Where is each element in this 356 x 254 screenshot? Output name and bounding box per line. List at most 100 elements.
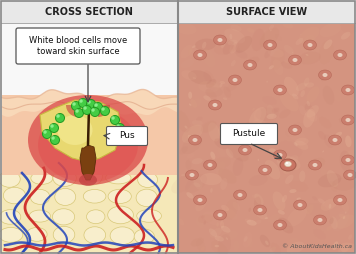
Ellipse shape (204, 71, 215, 85)
Ellipse shape (326, 226, 332, 231)
Ellipse shape (343, 150, 355, 161)
Ellipse shape (220, 39, 226, 48)
Ellipse shape (304, 40, 316, 50)
Ellipse shape (0, 171, 20, 187)
Ellipse shape (100, 106, 110, 116)
Ellipse shape (247, 123, 268, 135)
Ellipse shape (28, 95, 148, 185)
Ellipse shape (286, 162, 288, 164)
Ellipse shape (187, 192, 193, 199)
Ellipse shape (244, 60, 257, 70)
Ellipse shape (210, 152, 215, 159)
Ellipse shape (270, 30, 272, 31)
Ellipse shape (215, 161, 225, 175)
Wedge shape (66, 105, 78, 117)
Ellipse shape (196, 117, 203, 121)
Ellipse shape (210, 228, 222, 238)
Ellipse shape (0, 210, 21, 224)
Ellipse shape (214, 138, 229, 149)
Ellipse shape (263, 139, 273, 146)
Ellipse shape (307, 203, 330, 219)
Ellipse shape (299, 52, 321, 65)
Ellipse shape (3, 187, 26, 204)
Ellipse shape (284, 158, 289, 161)
Ellipse shape (307, 158, 325, 170)
Ellipse shape (231, 43, 240, 54)
Ellipse shape (245, 218, 251, 222)
Ellipse shape (324, 135, 334, 148)
Ellipse shape (234, 241, 239, 251)
Ellipse shape (94, 103, 98, 107)
Text: Pustule: Pustule (232, 130, 266, 138)
Ellipse shape (138, 172, 157, 187)
Ellipse shape (227, 82, 237, 91)
Ellipse shape (198, 214, 213, 223)
Ellipse shape (87, 100, 91, 104)
Ellipse shape (108, 206, 134, 224)
Ellipse shape (91, 108, 95, 112)
Polygon shape (80, 145, 96, 180)
Ellipse shape (342, 196, 346, 199)
Ellipse shape (234, 190, 246, 200)
Ellipse shape (79, 174, 97, 186)
Ellipse shape (94, 103, 103, 112)
Ellipse shape (293, 200, 307, 210)
Ellipse shape (38, 107, 138, 183)
Ellipse shape (346, 118, 351, 122)
Ellipse shape (269, 148, 276, 152)
Ellipse shape (206, 89, 216, 99)
Ellipse shape (280, 91, 299, 112)
Ellipse shape (218, 168, 237, 184)
Ellipse shape (297, 198, 301, 200)
Ellipse shape (254, 193, 264, 205)
Ellipse shape (341, 200, 349, 212)
Ellipse shape (79, 99, 83, 103)
Ellipse shape (181, 174, 185, 176)
Polygon shape (2, 89, 177, 117)
Ellipse shape (136, 189, 157, 207)
Ellipse shape (198, 53, 203, 57)
Text: SURFACE VIEW: SURFACE VIEW (226, 7, 308, 17)
Ellipse shape (325, 72, 329, 79)
Ellipse shape (273, 220, 287, 230)
Ellipse shape (193, 138, 198, 142)
Ellipse shape (137, 210, 162, 222)
Ellipse shape (223, 41, 234, 55)
Ellipse shape (282, 195, 287, 202)
Ellipse shape (313, 229, 326, 240)
Ellipse shape (231, 60, 236, 67)
Ellipse shape (305, 54, 309, 56)
Ellipse shape (205, 87, 223, 97)
Ellipse shape (345, 135, 352, 147)
Ellipse shape (239, 145, 251, 155)
Ellipse shape (267, 105, 274, 118)
Ellipse shape (279, 109, 290, 118)
Wedge shape (98, 105, 110, 117)
Ellipse shape (195, 217, 204, 228)
Ellipse shape (284, 155, 298, 170)
Ellipse shape (235, 36, 252, 53)
Ellipse shape (295, 138, 309, 146)
Ellipse shape (324, 39, 333, 49)
Ellipse shape (193, 77, 196, 79)
Ellipse shape (256, 220, 262, 224)
Ellipse shape (277, 174, 286, 180)
Ellipse shape (267, 43, 272, 47)
Ellipse shape (230, 42, 238, 54)
Ellipse shape (344, 170, 356, 180)
Ellipse shape (226, 237, 228, 240)
Ellipse shape (189, 103, 192, 106)
Ellipse shape (228, 40, 237, 45)
Ellipse shape (329, 135, 341, 145)
Ellipse shape (202, 42, 206, 49)
Ellipse shape (179, 146, 188, 154)
Ellipse shape (327, 170, 339, 187)
Ellipse shape (284, 45, 294, 55)
FancyBboxPatch shape (220, 123, 277, 145)
Ellipse shape (87, 210, 105, 224)
Bar (179, 1, 355, 23)
Ellipse shape (270, 166, 287, 186)
Ellipse shape (189, 173, 194, 177)
Ellipse shape (228, 143, 248, 162)
Ellipse shape (218, 38, 222, 42)
